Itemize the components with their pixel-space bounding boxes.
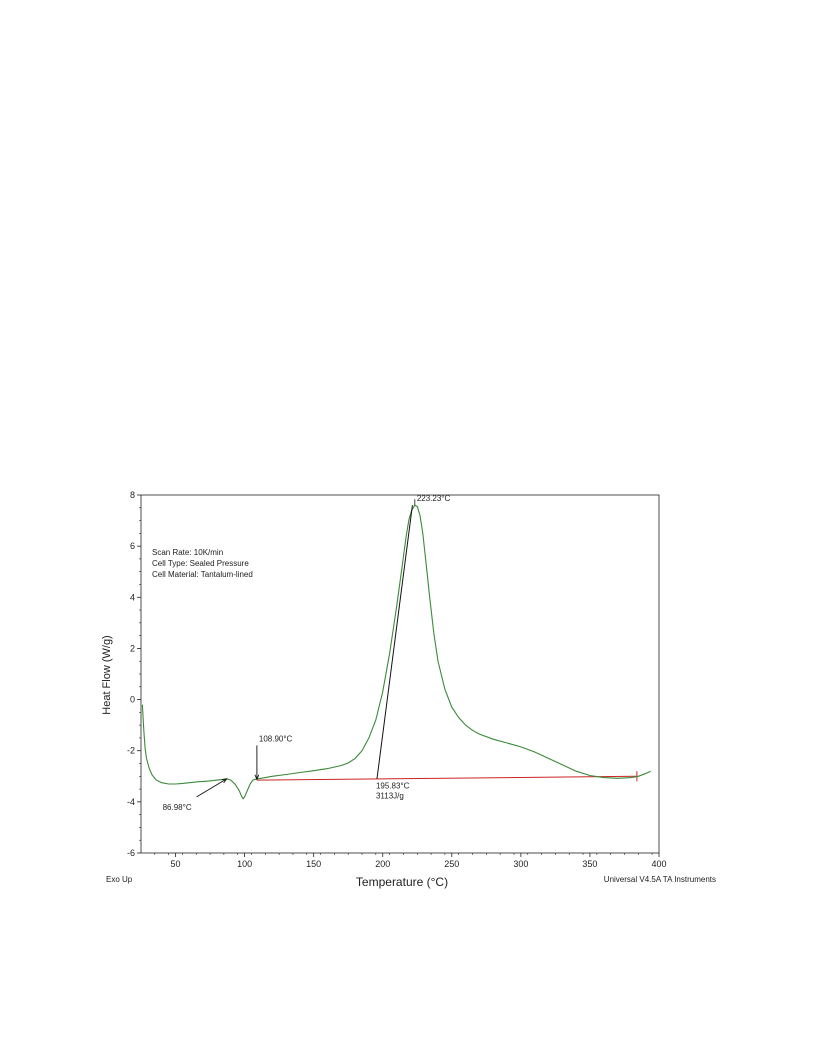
- annotation-label: 108.90°C: [259, 734, 293, 743]
- y-axis-title: Heat Flow (W/g): [101, 635, 113, 714]
- annotation-label: 86.98°C: [163, 803, 192, 812]
- curve-layer: [141, 504, 651, 800]
- y-tick-label: 2: [130, 643, 135, 653]
- onset-tangent-line: [376, 505, 413, 779]
- x-tick-label: 200: [375, 859, 390, 869]
- x-tick-label: 150: [306, 859, 321, 869]
- y-tick-label: 6: [130, 541, 135, 551]
- info-cell-type: Cell Type: Sealed Pressure: [152, 559, 249, 568]
- x-tick-label: 50: [171, 859, 181, 869]
- annotation-arrowhead: [254, 774, 260, 781]
- y-tick-label: -4: [127, 797, 135, 807]
- y-tick-label: 8: [130, 490, 135, 500]
- x-tick-label: 250: [444, 859, 459, 869]
- integration-baseline: [256, 775, 637, 781]
- x-axis-title: Temperature (°C): [356, 875, 448, 889]
- x-tick-label: 400: [651, 859, 666, 869]
- y-tick-label: -6: [127, 848, 135, 858]
- annotation-label: 3113J/g: [376, 791, 404, 800]
- tangent-layer: [376, 505, 413, 779]
- x-tick-label: 300: [513, 859, 528, 869]
- footer-instrument: Universal V4.5A TA Instruments: [604, 875, 716, 884]
- y-tick-label: -2: [127, 746, 135, 756]
- y-tick-label: 0: [130, 695, 135, 705]
- annotation-label: 223.23°C: [417, 494, 451, 503]
- info-scan-rate: Scan Rate: 10K/min: [152, 548, 223, 557]
- footer-exo-up: Exo Up: [106, 875, 133, 884]
- annotation-label: 195.83°C: [376, 781, 410, 790]
- x-tick-label: 350: [582, 859, 597, 869]
- heat-flow-curve: [141, 504, 651, 800]
- axis-ticks: 50 100 150 200 250 300 350 400 -6 -4 -2 0 2 4 6 8: [127, 490, 667, 869]
- annotation-arrow: [196, 778, 227, 798]
- y-tick-label: 4: [130, 592, 135, 602]
- info-cell-material: Cell Material: Tantalum-lined: [152, 570, 253, 579]
- x-tick-label: 100: [237, 859, 252, 869]
- annotation-arrowhead: [221, 778, 228, 784]
